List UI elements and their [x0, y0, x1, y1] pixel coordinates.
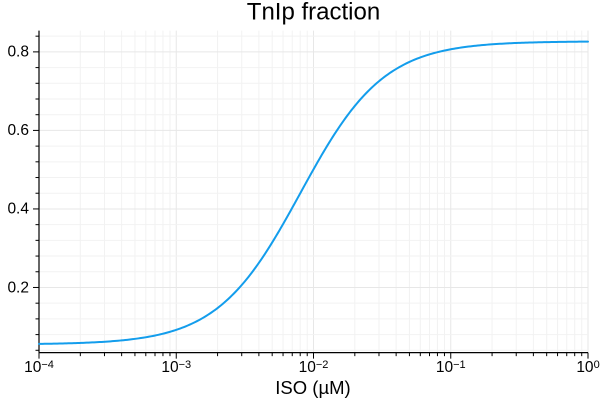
svg-text:0.2: 0.2: [7, 279, 29, 296]
svg-text:0.4: 0.4: [7, 201, 29, 218]
svg-text:TnIp fraction: TnIp fraction: [247, 0, 380, 26]
svg-text:0.8: 0.8: [7, 44, 29, 61]
svg-text:0.6: 0.6: [7, 122, 29, 139]
svg-text:ISO (µM): ISO (µM): [275, 377, 350, 398]
